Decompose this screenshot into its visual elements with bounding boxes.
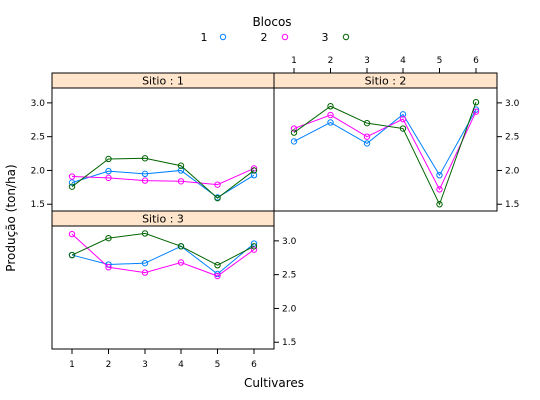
series-1 xyxy=(69,241,256,277)
y-tick-label: 1.5 xyxy=(31,200,45,210)
panel-frame xyxy=(52,88,274,211)
legend: Blocos 1 2 3 xyxy=(201,15,349,44)
x-tick-label: 4 xyxy=(400,56,406,66)
x-tick-label: 5 xyxy=(215,360,221,370)
panel-1: Sitio : 1 1.5 2.0 2.5 3.0 xyxy=(31,73,274,211)
legend-marker-2 xyxy=(282,34,287,39)
panel-2: Sitio : 2 1.5 2.0 2.5 3.0 1 2 3 4 5 6 xyxy=(274,56,520,211)
x-tick-label: 2 xyxy=(328,56,334,66)
legend-label-1: 1 xyxy=(201,31,208,44)
series-1 xyxy=(291,107,478,178)
x-tick-label: 4 xyxy=(178,360,184,370)
x-tick-label: 1 xyxy=(69,360,75,370)
panel-strip-label: Sitio : 1 xyxy=(142,75,184,88)
y-tick-label: 2.5 xyxy=(282,271,296,281)
y-tick-label: 2.5 xyxy=(31,133,45,143)
series-2 xyxy=(69,166,256,188)
x-axis-label: Cultivares xyxy=(244,376,304,390)
legend-label-3: 3 xyxy=(322,31,329,44)
panel-strip-label: Sitio : 3 xyxy=(142,213,184,226)
y-tick-label: 2.5 xyxy=(505,133,519,143)
x-tick-label: 1 xyxy=(291,56,297,66)
y-tick-label: 1.5 xyxy=(282,338,296,348)
y-tick-label: 2.0 xyxy=(282,304,297,314)
series-line xyxy=(294,102,476,204)
y-axis-label: Produção (ton/ha) xyxy=(4,164,18,271)
y-tick-label: 3.0 xyxy=(505,99,520,109)
legend-title: Blocos xyxy=(252,15,291,29)
series-line xyxy=(294,110,476,176)
series-line xyxy=(72,233,254,265)
y-tick-label: 1.5 xyxy=(505,200,519,210)
panels: Sitio : 1 1.5 2.0 2.5 3.0 Sitio : 2 1.5 2.0 2.5 3… xyxy=(31,56,520,370)
panel-3: Sitio : 3 1.5 2.0 2.5 3.0 1 2 3 4 5 6 xyxy=(52,211,297,370)
x-tick-label: 3 xyxy=(364,56,370,66)
series-1 xyxy=(69,168,256,200)
y-tick-label: 2.0 xyxy=(505,166,520,176)
legend-marker-3 xyxy=(343,34,348,39)
panel-frame xyxy=(274,88,497,211)
x-tick-label: 2 xyxy=(106,360,112,370)
panel-frame xyxy=(52,226,274,349)
series-2 xyxy=(291,109,478,192)
y-tick-label: 3.0 xyxy=(31,99,46,109)
legend-label-2: 2 xyxy=(261,31,268,44)
series-3 xyxy=(69,231,256,268)
series-line xyxy=(72,170,254,197)
x-tick-label: 5 xyxy=(437,56,443,66)
x-tick-label: 6 xyxy=(473,56,479,66)
series-3 xyxy=(291,99,478,206)
legend-marker-1 xyxy=(220,34,225,39)
y-tick-label: 2.0 xyxy=(31,166,46,176)
y-tick-label: 3.0 xyxy=(282,237,297,247)
series-3 xyxy=(69,156,256,201)
x-tick-label: 6 xyxy=(251,360,257,370)
series-line xyxy=(72,168,254,184)
x-tick-label: 3 xyxy=(142,360,148,370)
panel-strip-label: Sitio : 2 xyxy=(365,75,407,88)
